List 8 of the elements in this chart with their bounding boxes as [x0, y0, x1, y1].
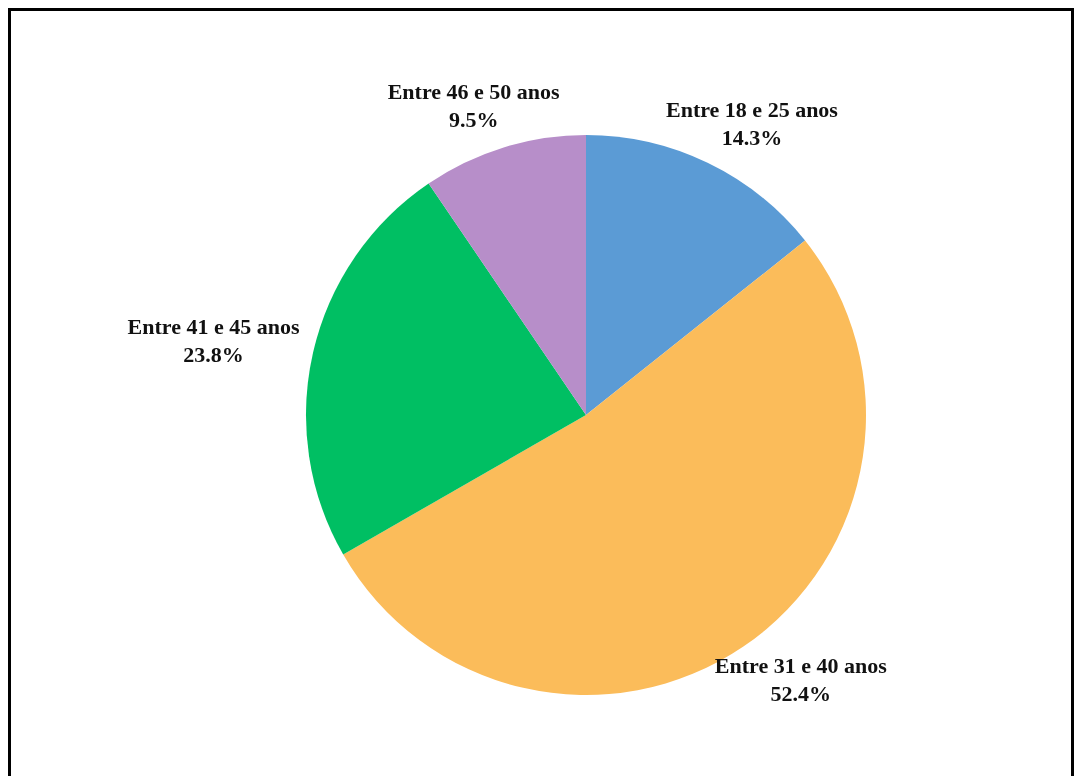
data-label: 52.4%	[770, 681, 832, 707]
slice-label: Entre 41 e 45 anos	[127, 314, 300, 340]
data-label: 23.8%	[183, 342, 244, 368]
data-label: 14.3%	[721, 124, 783, 150]
data-label: 9.5%	[448, 106, 499, 132]
slice-label: Entre 18 e 25 anos	[666, 96, 839, 122]
slice-label: Entre 31 e 40 anos	[714, 653, 888, 679]
slice-label: Entre 46 e 50 anos	[387, 78, 561, 104]
